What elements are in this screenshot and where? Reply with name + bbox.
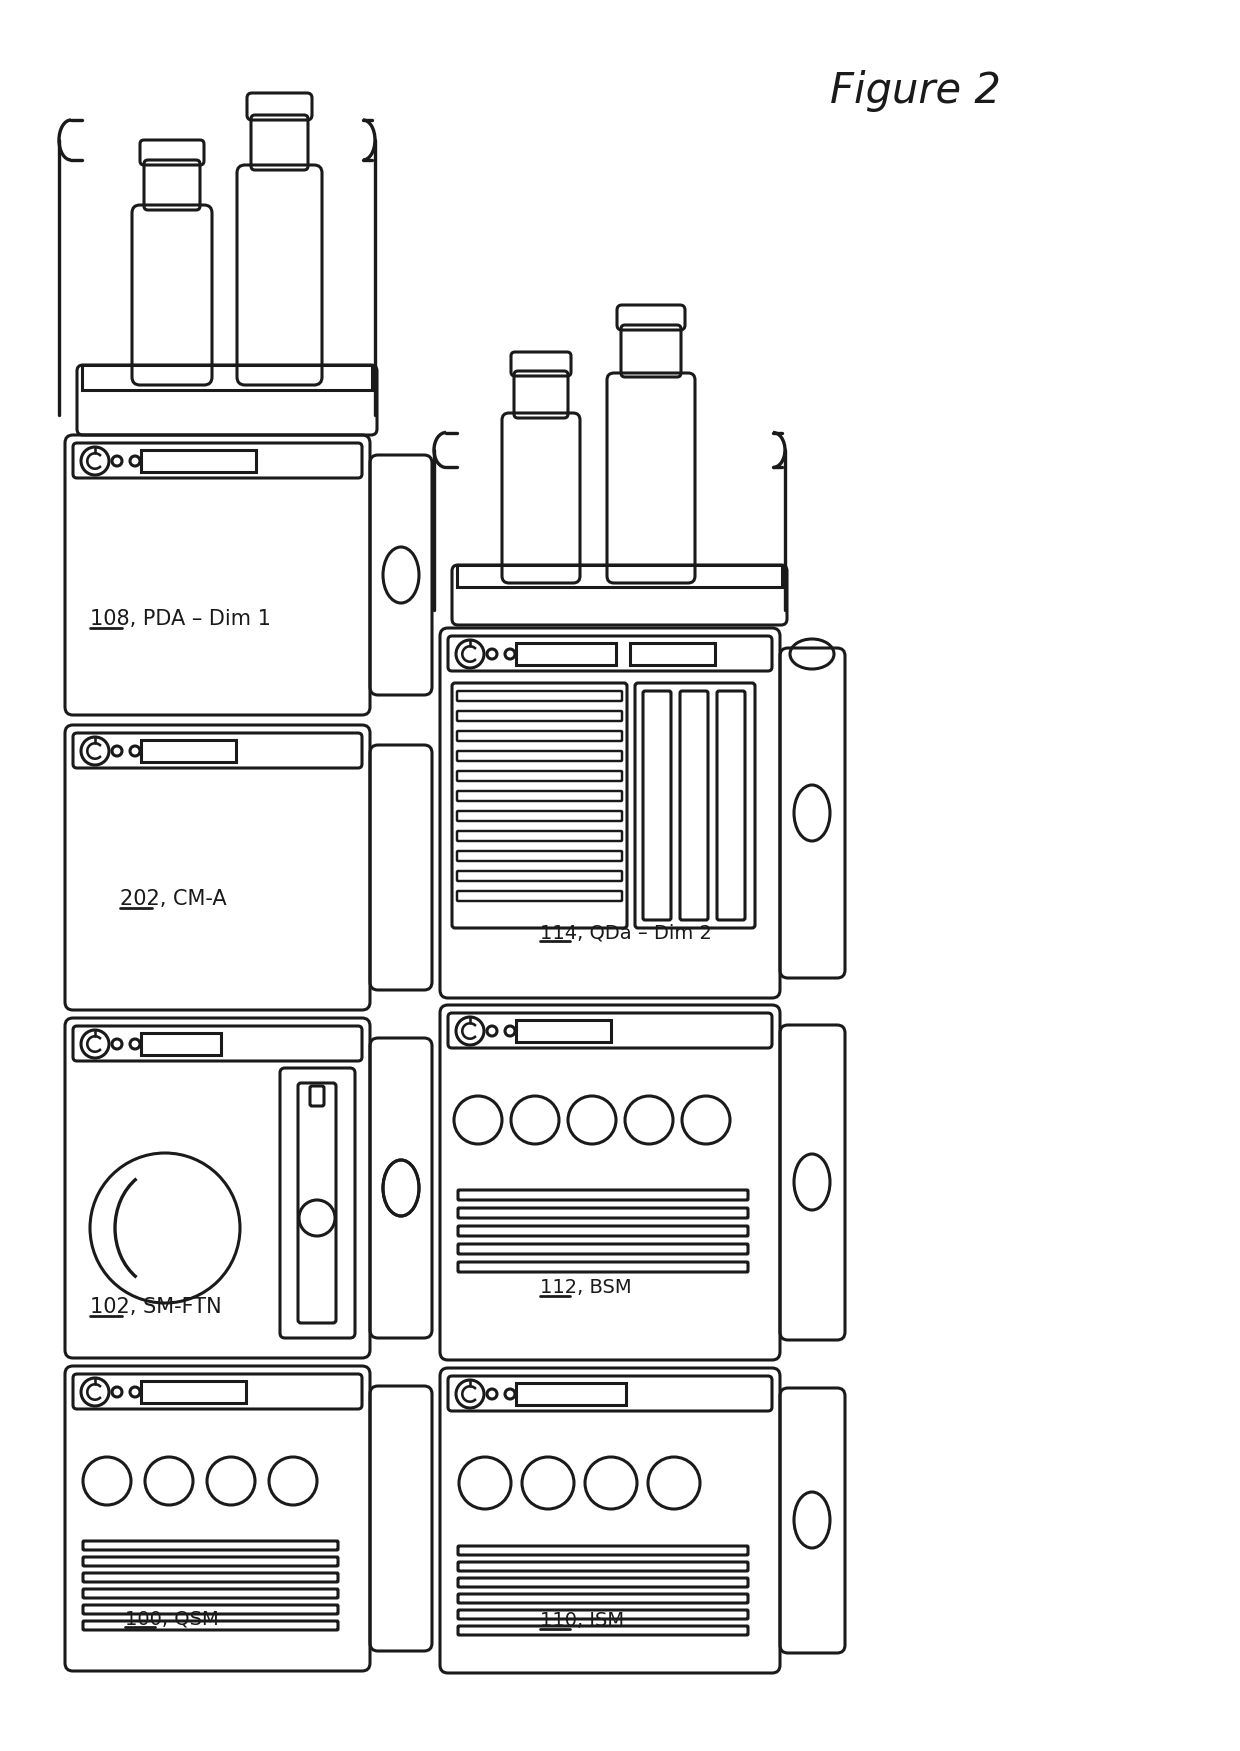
Bar (141, 741, 236, 762)
Text: 114, QDa – Dim 2: 114, QDa – Dim 2 (539, 923, 712, 942)
Text: Figure 2: Figure 2 (830, 70, 1001, 112)
Bar (141, 1382, 246, 1403)
Text: 112, BSM: 112, BSM (539, 1278, 631, 1297)
Text: 108, PDA – Dim 1: 108, PDA – Dim 1 (91, 609, 270, 629)
Bar (141, 1033, 221, 1056)
Bar (516, 643, 616, 665)
Bar (141, 450, 255, 473)
Bar (630, 643, 715, 665)
Text: 202, CM-A: 202, CM-A (120, 890, 227, 909)
Text: 110, ISM: 110, ISM (539, 1611, 624, 1630)
Bar (516, 1021, 611, 1042)
Text: 102, SM-FTN: 102, SM-FTN (91, 1297, 222, 1317)
Text: 100, QSM: 100, QSM (125, 1609, 218, 1628)
Bar (516, 1383, 626, 1404)
Bar (82, 364, 372, 390)
Bar (458, 566, 782, 587)
